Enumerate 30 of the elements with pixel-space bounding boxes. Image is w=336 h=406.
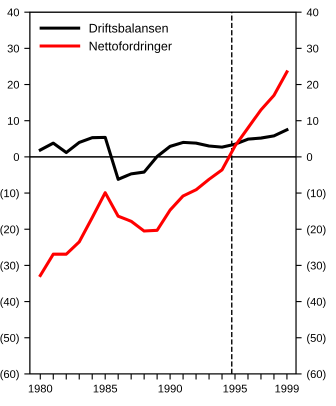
x-tick-label: 1985: [94, 384, 118, 393]
y2-tick-label: (40): [307, 298, 326, 308]
y2-tick-label: (50): [307, 334, 326, 344]
x-tick-label: 1995: [223, 384, 247, 393]
x-tick-label: 1980: [28, 384, 52, 393]
y-tick-label: 0: [14, 153, 20, 162]
y2-tick-label: 30: [306, 44, 318, 52]
y2-tick-label: 40: [306, 8, 318, 16]
y-tick-label: (10): [0, 189, 19, 200]
y-tick-label: (40): [0, 298, 19, 308]
y2-tick-label: 0: [306, 153, 312, 162]
y2-tick-label: 20: [306, 80, 318, 89]
y-tick-label: (50): [0, 334, 19, 344]
y-tick-label: (20): [0, 225, 19, 236]
y2-tick-label: (30): [307, 261, 326, 272]
line-series: [38, 70, 288, 278]
y-tick-label: (60): [0, 370, 19, 380]
y2-tick-label: (20): [307, 225, 326, 236]
y2-tick-label: (10): [307, 189, 326, 200]
legend-label: Driftsbalansen: [90, 23, 168, 33]
y2-tick-label: 10: [307, 116, 318, 125]
y2-tick-label: (60): [307, 370, 326, 380]
x-tick-label: 1999: [275, 384, 299, 393]
y-tick-label: (30): [0, 261, 19, 272]
y-tick-label: 40: [7, 8, 20, 16]
legend-label: Nettofordringer: [90, 41, 172, 53]
y-tick-label: 20: [8, 80, 20, 89]
x-tick-label: 1990: [158, 384, 182, 393]
y-tick-label: 30: [8, 44, 20, 52]
y-tick-label: 10: [8, 116, 20, 125]
